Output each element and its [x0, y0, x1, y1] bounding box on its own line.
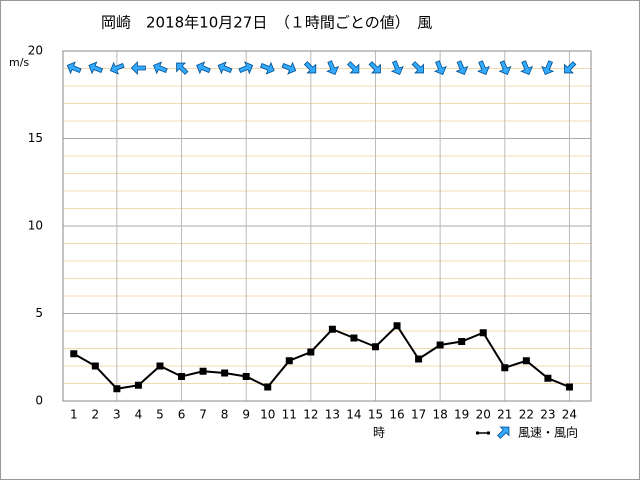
x-tick-label: 11: [282, 408, 297, 422]
x-tick-label: 9: [242, 408, 250, 422]
wind-direction-arrow: [196, 61, 211, 75]
wind-speed-marker: [436, 341, 444, 349]
wind-direction-arrow: [564, 61, 577, 74]
wind-direction-arrow: [477, 60, 490, 75]
wind-direction-arrow: [176, 62, 189, 75]
wind-direction-arrow: [541, 60, 555, 75]
wind-speed-marker: [264, 383, 272, 391]
wind-speed-marker: [134, 381, 142, 389]
wind-speed-marker: [285, 357, 293, 365]
y-tick-label: 10: [28, 219, 43, 233]
x-tick-label: 4: [135, 408, 143, 422]
wind-direction-arrow: [259, 61, 275, 75]
wind-direction-arrow: [347, 61, 360, 74]
wind-direction-arrow: [66, 61, 82, 75]
wind-speed-marker: [522, 357, 530, 365]
x-tick-label: 19: [454, 408, 469, 422]
x-tick-label: 3: [113, 408, 121, 422]
wind-speed-marker: [307, 348, 315, 356]
wind-direction-arrow: [109, 61, 125, 75]
x-tick-label: 12: [303, 408, 318, 422]
x-tick-label: 22: [519, 408, 534, 422]
wind-direction-arrow: [281, 61, 297, 75]
legend-label: 風速・風向: [518, 425, 578, 440]
wind-speed-marker: [242, 373, 250, 380]
x-tick-label: 18: [433, 408, 448, 422]
wind-speed-line: [73, 324, 570, 390]
wind-speed-marker: [221, 369, 229, 377]
wind-direction-arrow: [368, 61, 381, 74]
x-tick-label: 1: [70, 408, 78, 422]
x-tick-label: 14: [346, 408, 361, 422]
wind-speed-marker: [113, 385, 121, 393]
wind-speed-marker: [458, 338, 466, 345]
x-tick-label: 8: [221, 408, 229, 422]
wind-speed-marker: [178, 373, 186, 380]
wind-direction-arrow: [433, 60, 447, 75]
x-tick-label: 2: [92, 408, 100, 422]
y-tick-label: 5: [35, 306, 43, 320]
x-tick-label: 23: [540, 408, 555, 422]
legend-arrow: [497, 426, 510, 439]
x-tick-label: 7: [199, 408, 207, 422]
chart-title: 岡崎 2018年10月27日 （１時間ごとの値） 風: [101, 14, 432, 32]
legend-marker: [476, 431, 479, 435]
x-label: 時: [373, 426, 385, 440]
legend: 風速・風向: [476, 425, 578, 440]
wind-speed-marker: [91, 362, 99, 370]
wind-direction-arrow: [520, 60, 534, 75]
wind-direction-arrow: [217, 61, 233, 75]
y-tick-label: 15: [28, 131, 43, 145]
wind-speed-marker: [544, 374, 552, 382]
legend-marker: [487, 431, 490, 435]
x-tick-label: 13: [325, 408, 340, 422]
wind-direction-arrow: [390, 60, 404, 75]
wind-direction-arrow: [238, 61, 254, 75]
y-tick-label: 20: [28, 44, 43, 58]
wind-direction-arrow: [455, 60, 469, 75]
wind-direction-arrow: [88, 61, 104, 75]
wind-speed-marker: [328, 325, 336, 333]
x-tick-label: 17: [411, 408, 426, 422]
wind-speed-marker: [479, 329, 487, 337]
wind-speed-marker: [393, 322, 401, 330]
wind-speed-marker: [70, 350, 78, 358]
wind-direction-arrow: [152, 61, 168, 75]
x-tick-label: 21: [497, 408, 512, 422]
plot-frame: [62, 50, 592, 402]
wind-speed-marker: [415, 355, 423, 363]
wind-direction-arrow: [411, 61, 424, 74]
y-tick-label: 0: [35, 394, 43, 408]
wind-speed-marker: [350, 334, 358, 342]
x-tick-label: 15: [368, 408, 383, 422]
x-tick-label: 16: [389, 408, 404, 422]
x-tick-label: 6: [178, 408, 186, 422]
wind-direction-arrow: [130, 61, 146, 75]
x-tick-label: 5: [156, 408, 164, 422]
wind-direction-arrow: [303, 61, 317, 74]
wind-speed-marker: [565, 383, 573, 391]
wind-direction-arrow: [326, 60, 340, 75]
x-tick-label: 20: [476, 408, 491, 422]
wind-speed-marker: [501, 364, 509, 372]
y-unit: m/s: [9, 56, 29, 69]
x-tick-label: 24: [562, 408, 577, 422]
x-tick-label: 10: [260, 408, 275, 422]
wind-speed-marker: [156, 362, 164, 370]
wind-speed-marker: [371, 343, 379, 351]
wind-direction-arrow: [498, 60, 512, 75]
wind-speed-marker: [199, 367, 207, 375]
